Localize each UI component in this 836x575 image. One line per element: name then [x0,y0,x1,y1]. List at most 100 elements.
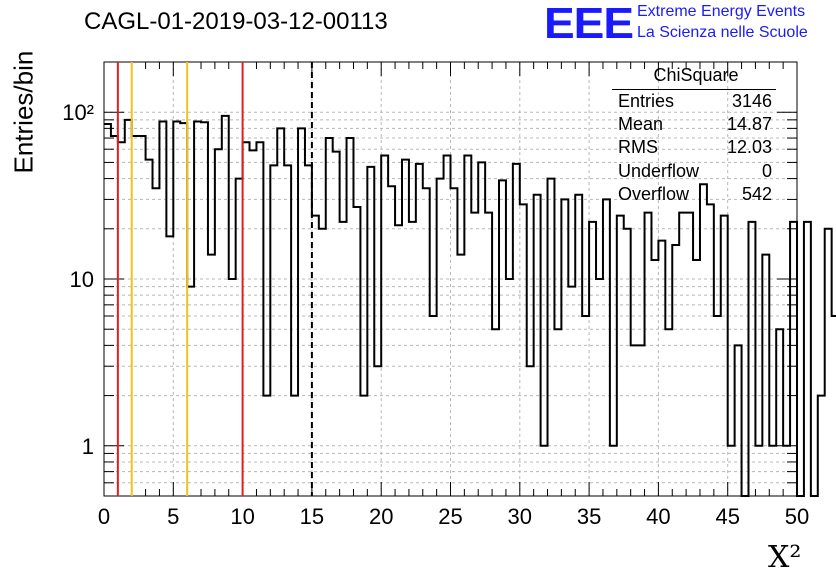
histogram-bin [333,152,340,496]
x-tick-label: 0 [98,504,110,529]
histogram-bin [111,136,118,496]
histogram-bin [180,123,187,496]
histogram-bin [818,396,825,496]
histogram-bin [256,142,263,496]
histogram-bin [132,136,139,496]
stats-value: 542 [741,183,772,204]
histogram-bin [395,225,402,496]
chart-title: CAGL-01-2019-03-12-00113 [84,8,388,35]
histogram-bin [568,287,575,496]
histogram-bin [596,279,603,496]
x-tick-label: 15 [300,504,324,529]
histogram-bin [270,165,277,496]
histogram-bin [748,222,755,496]
histogram-bin [388,186,395,496]
histogram-bin [187,287,194,496]
stats-value: 0 [761,160,772,181]
histogram-bin [492,329,499,496]
chart-marks [104,62,836,497]
stats-label: Entries [618,91,675,111]
histogram-bin [658,241,665,496]
histogram-bin [312,216,319,496]
histogram-bin [471,213,478,496]
histogram-bin [638,345,645,496]
histogram-bin [451,188,458,496]
histogram-bin [298,128,305,496]
stats-row-entries: Entries 3146 [612,90,776,113]
histogram-bin [166,236,173,496]
histogram-bin [548,179,555,496]
histogram-bin [762,255,769,496]
histogram-bin [610,446,617,496]
histogram-bin [783,446,790,496]
stats-label: Mean [618,114,664,135]
histogram-bin [263,396,270,496]
stats-label: RMS [618,137,658,158]
x-tick-label: 10 [230,504,254,529]
histogram-bin [360,396,367,496]
histogram-bin [381,156,388,496]
stats-box: ChiSquare Entries 3146 Mean 14.87 RMS 12… [612,65,776,204]
histogram-bin [575,195,582,496]
tick-labels: 0 5 10 15 20 25 30 35 40 45 50 1 10 10² [62,100,809,529]
y-tick-label: 10² [62,100,94,125]
histogram-bin [347,138,354,496]
histogram-bin [582,316,589,496]
histogram-bin [284,165,291,496]
histogram-bin [243,142,250,496]
stats-divider [612,89,776,90]
histogram-bin [679,213,686,496]
histogram-bin [118,142,125,496]
histogram-bin [478,162,485,496]
y-axis-label: Entries/bin [8,50,39,174]
histogram-bin [776,329,783,496]
histogram-bin [554,329,561,496]
eee-logo-icon: EEE [544,0,634,48]
stats-title: ChiSquare [653,65,739,85]
histogram-bin [402,160,409,496]
histogram-bin [326,138,333,496]
stats-row-rms: RMS 12.03 [612,136,776,159]
histogram-bin [714,316,721,496]
x-tick-label: 5 [167,504,179,529]
stats-label: Overflow [618,183,690,204]
histogram-bin [104,124,111,496]
histogram-bin [444,156,451,496]
histogram-bin [665,329,672,496]
histogram-bin [534,195,541,496]
grid-lines [104,62,797,496]
stats-row-underflow: Underflow 0 [612,160,776,183]
histogram-bin [319,229,326,496]
histogram-bin [125,120,132,496]
histogram-bin [707,204,714,496]
histogram-bin [215,149,222,496]
histogram-bin [561,199,568,496]
y-tick-label: 10 [70,267,94,292]
histogram-bin [541,446,548,496]
histogram-bin [832,316,836,496]
histogram-bin [367,167,374,496]
stats-label: Underflow [618,160,700,181]
stats-row-mean: Mean 14.87 [612,113,776,136]
x-tick-label: 45 [715,504,739,529]
histogram-bin [769,446,776,496]
histogram-bin [222,116,229,496]
histogram-bin [735,345,742,496]
histogram-bin [617,216,624,496]
histogram-bin [589,222,596,496]
histogram-bin [236,179,243,496]
histogram-bin [437,179,444,496]
histogram-bin [651,260,658,496]
x-axis-label: X² [768,540,802,575]
x-tick-label: 20 [369,504,393,529]
histogram-bin [340,222,347,496]
stats-value: 12.03 [726,137,772,158]
histogram-bin [631,345,638,496]
histogram-bin [291,396,298,496]
histogram-bin [423,188,430,496]
histogram-bin [250,150,257,496]
histogram-bin [527,366,534,496]
histogram-bin [721,216,728,496]
histogram-bin [693,260,700,496]
